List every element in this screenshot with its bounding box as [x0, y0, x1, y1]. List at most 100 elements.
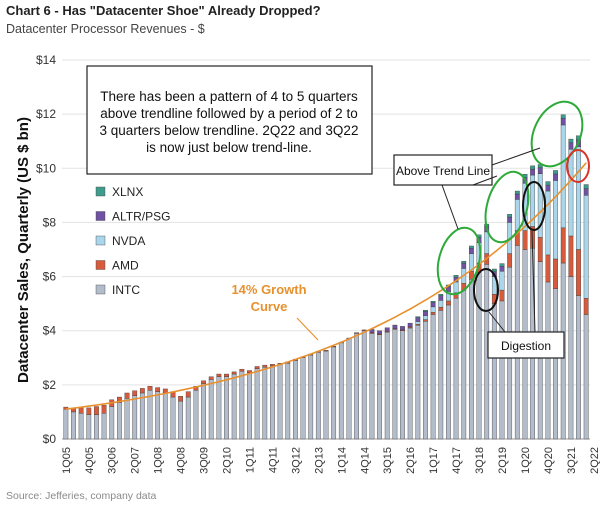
x-tick-label: 3Q15 — [382, 447, 394, 474]
y-tick-label: $2 — [43, 378, 57, 392]
bar-segment-intc — [384, 331, 390, 440]
bar-segment-xlnx — [430, 301, 436, 303]
chart-title: Chart 6 - Has "Datacenter Shoe" Already … — [6, 3, 321, 18]
bar-segment-amd — [147, 386, 153, 391]
y-tick-label: $6 — [43, 270, 57, 284]
bar-segment-amd — [522, 230, 528, 250]
bar-segment-intc — [453, 298, 459, 440]
bar-segment-intc — [323, 350, 329, 440]
bar-segment-intc — [338, 342, 344, 440]
bar-segment-intc — [499, 300, 505, 440]
bar-segment-intc — [361, 330, 367, 440]
bar-segment-nvda — [430, 306, 436, 313]
digestion-arrow-1 — [488, 311, 506, 333]
bar-stack — [331, 345, 337, 440]
bar-segment-xlnx — [423, 309, 428, 312]
bar-segment-altr-psg — [423, 311, 428, 316]
bar-segment-amd — [537, 237, 543, 262]
above-trend-ellipse-3 — [530, 100, 584, 168]
y-axis: $0 $2 $4 $6 $8 $10 $12 $14 — [36, 53, 56, 446]
bar-segment-amd — [124, 392, 130, 399]
bar-segment-altr-psg — [553, 173, 558, 181]
bar-segment-intc — [193, 390, 199, 440]
bar-segment-intc — [147, 390, 153, 440]
bar-segment-intc — [216, 376, 222, 440]
bar-segment-xlnx — [583, 184, 589, 189]
bar-stack — [277, 363, 283, 440]
ellipse-group — [436, 100, 590, 312]
bar-stack — [170, 391, 176, 440]
above-trend-arrow-2 — [472, 175, 498, 186]
bar-segment-amd — [262, 364, 268, 368]
bar-stack — [109, 399, 115, 440]
bar-segment-amd — [208, 376, 214, 380]
above-trend-arrow-1 — [441, 184, 459, 230]
legend-label: AMD — [112, 259, 139, 273]
bar-stack — [216, 373, 222, 440]
trend-line — [65, 162, 587, 410]
bar-stack — [392, 324, 398, 440]
digestion-ellipse-2 — [522, 181, 546, 231]
bar-segment-intc — [124, 398, 130, 440]
bar-segment-intc — [285, 363, 291, 440]
x-tick-label: 3Q12 — [290, 447, 302, 474]
bar-segment-intc — [116, 402, 122, 440]
bar-stack — [262, 364, 268, 440]
bar-segment-intc — [407, 327, 413, 440]
bar-stack — [453, 275, 459, 440]
bar-segment-intc — [346, 338, 352, 440]
bar-segment-amd — [178, 396, 184, 402]
bar-segment-intc — [300, 357, 306, 440]
x-tick-label: 2Q19 — [497, 447, 509, 474]
bar-stack — [63, 406, 69, 440]
bar-segment-intc — [354, 333, 360, 440]
bar-segment-amd — [430, 312, 436, 315]
bar-segment-intc — [162, 392, 168, 440]
bar-stack — [247, 370, 252, 440]
bar-segment-altr-psg — [407, 322, 413, 328]
bar-stack — [300, 356, 306, 440]
bar-segment-altr-psg — [545, 184, 551, 192]
x-tick-label: 4Q05 — [84, 447, 96, 474]
x-tick-label: 1Q20 — [520, 447, 532, 474]
bar-segment-intc — [553, 288, 558, 440]
bar-stack — [162, 388, 168, 440]
bar-segment-amd — [583, 298, 589, 315]
legend: XLNX ALTR/PSG NVDA AMD INTC — [95, 185, 170, 297]
digestion-ellipse-1 — [473, 268, 499, 312]
legend-label: INTC — [112, 283, 140, 297]
bar-segment-amd — [239, 368, 245, 372]
x-tick-label: 1Q08 — [153, 447, 165, 474]
bar-stack — [239, 368, 245, 440]
bar-stack — [354, 332, 360, 440]
bar-segment-altr-psg — [468, 247, 474, 254]
above-trend-ellipse-2 — [484, 170, 530, 244]
y-tick-label: $14 — [36, 53, 56, 67]
y-tick-label: $0 — [43, 432, 57, 446]
bar-segment-intc — [400, 330, 405, 440]
bar-segment-altr-psg — [384, 327, 390, 332]
legend-swatch-amd — [95, 260, 106, 270]
bar-segment-amd — [185, 391, 191, 398]
bar-segment-amd — [116, 396, 122, 403]
above-trend-box — [393, 154, 493, 186]
bar-segment-xlnx — [507, 214, 513, 218]
bar-stack — [124, 392, 130, 440]
x-axis: 1Q05 4Q05 3Q06 2Q07 1Q08 4Q08 3Q09 2Q10 1Q11 4Q11… — [61, 447, 600, 474]
bar-segment-altr-psg — [530, 168, 536, 176]
bar-segment-amd — [86, 407, 92, 415]
bar-segment-altr-psg — [507, 216, 513, 223]
bar-segment-intc — [461, 289, 467, 440]
bar-segment-xlnx — [499, 263, 505, 267]
legend-label: NVDA — [112, 234, 145, 248]
bar-stack — [292, 358, 298, 440]
bar-stack — [507, 214, 513, 440]
bar-segment-altr-psg — [583, 188, 589, 196]
bar-segment-intc — [545, 281, 551, 440]
bar-segment-intc — [78, 413, 84, 440]
bar-stack — [254, 366, 260, 440]
bar-segment-xlnx — [514, 190, 520, 195]
bar-segment-xlnx — [545, 181, 551, 186]
bar-segment-amd — [553, 258, 558, 289]
bar-stack — [155, 387, 161, 440]
